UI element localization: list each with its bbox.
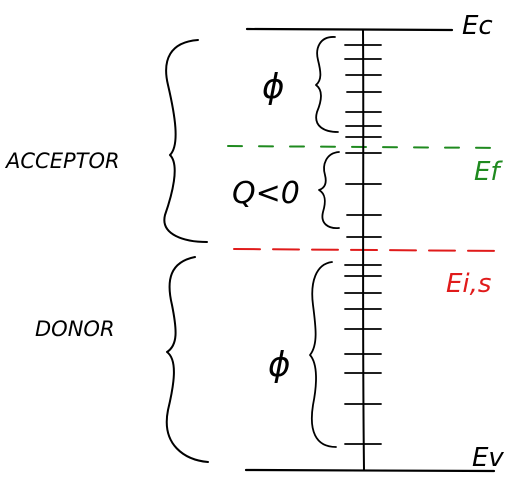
donor-label: DONOR — [35, 317, 115, 341]
lower-phi-label: ϕ — [268, 345, 290, 385]
upper-phi-brace — [315, 36, 339, 133]
trap-axis-line — [362, 29, 365, 471]
ei-s-label: Ei,s — [446, 269, 491, 299]
valence-band-line — [244, 468, 496, 473]
upper-phi-label: ϕ — [262, 67, 284, 107]
conduction-band-line — [245, 27, 454, 32]
trap-ticks — [344, 44, 382, 445]
acceptor-label: ACCEPTOR — [4, 149, 120, 173]
qlo-label: Q<0 — [232, 176, 300, 211]
intrinsic-level-line — [233, 248, 506, 252]
lower-phi-brace — [309, 261, 337, 448]
acceptor-brace — [163, 39, 208, 243]
qlo-brace — [318, 151, 340, 229]
fermi-level-line — [227, 145, 506, 149]
ef-label: Ef — [474, 157, 503, 187]
ev-label: Ev — [472, 443, 504, 473]
donor-brace — [165, 256, 209, 463]
ec-label: Ec — [462, 11, 493, 41]
